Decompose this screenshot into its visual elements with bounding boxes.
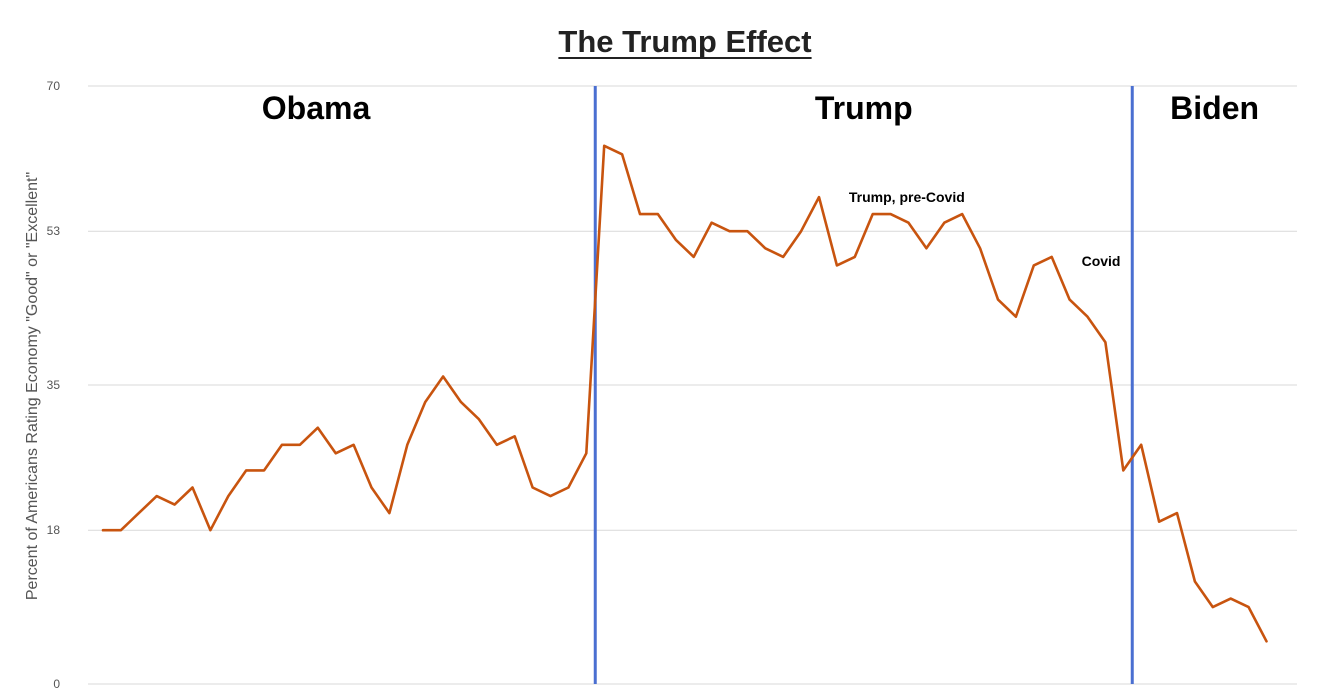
- annotation-label: Trump, pre-Covid: [849, 189, 965, 205]
- chart-title: The Trump Effect: [558, 24, 811, 59]
- y-axis-ticks: 0 18 35 53 70: [47, 79, 61, 691]
- y-axis-label: Percent of Americans Rating Economy "Goo…: [24, 172, 41, 600]
- y-tick-label: 70: [47, 79, 61, 93]
- y-tick-label: 35: [47, 378, 61, 392]
- gridlines: [88, 85, 1297, 685]
- series-layer: [101, 144, 1268, 643]
- annotation-label: Covid: [1082, 253, 1121, 269]
- annotations: Trump, pre-Covid Covid: [849, 189, 1121, 269]
- series-line: [101, 144, 1268, 643]
- y-tick-label: 53: [47, 224, 61, 238]
- y-tick-label: 0: [53, 677, 60, 691]
- y-tick-label: 18: [47, 523, 61, 537]
- era-label: Trump: [815, 90, 913, 126]
- era-label: Obama: [262, 90, 371, 126]
- era-dividers: [593, 86, 1134, 684]
- era-labels: Obama Trump Biden: [262, 90, 1259, 126]
- era-label: Biden: [1170, 90, 1259, 126]
